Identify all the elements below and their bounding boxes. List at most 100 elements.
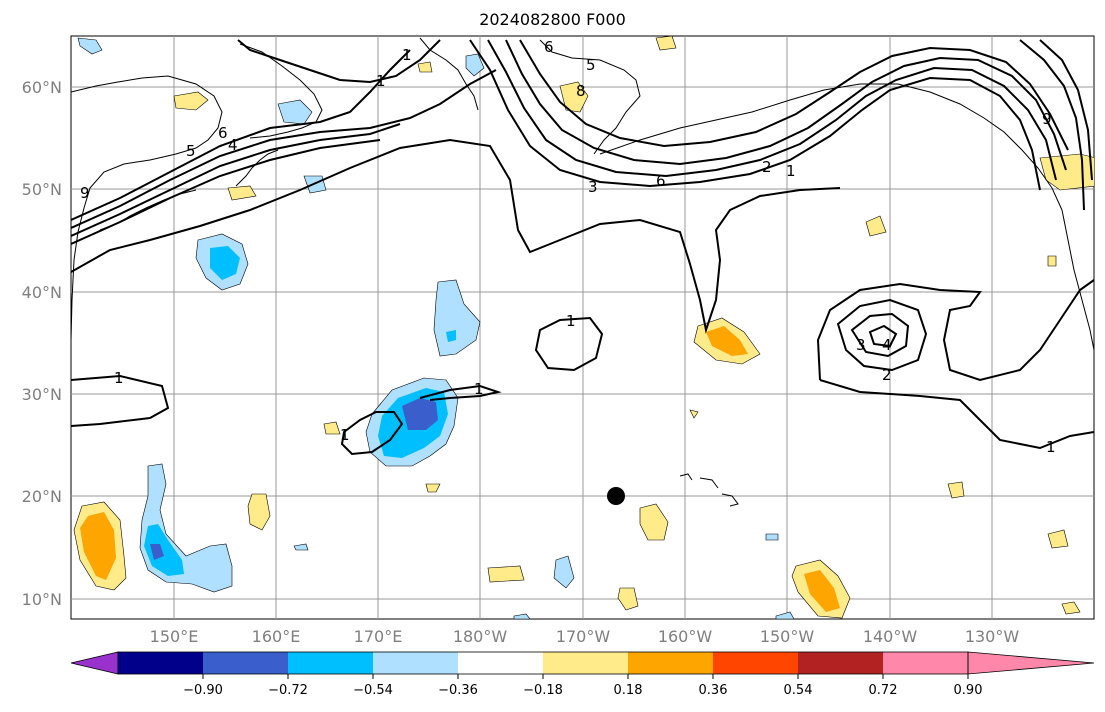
lat-label: 30°N: [22, 385, 62, 404]
shade-blue-12: [775, 611, 795, 619]
contour-ridge-1: [469, 39, 1041, 191]
shade-blue-3: [277, 99, 313, 125]
lon-label: 180°W: [453, 627, 508, 646]
shade-blue-8-inner: [150, 544, 164, 560]
contour-label: 9: [1042, 110, 1052, 128]
contour-1-east: [816, 279, 1094, 382]
colorbar-extend-max: [967, 651, 1095, 675]
contour-jet-1: [71, 69, 497, 229]
lat-label: 10°N: [22, 590, 62, 609]
colorbar-tick: 0.72: [869, 683, 898, 698]
colorbar-tick: 0.18: [614, 683, 643, 698]
colorbar-segment: [798, 652, 883, 674]
shade-yellow-1: [173, 91, 209, 111]
shade-yellow-7: [865, 215, 887, 237]
colorbar-segment: [458, 652, 543, 674]
lon-label: 150°E: [150, 627, 199, 646]
contour-label: 9: [80, 184, 90, 202]
contour-east-1: [1019, 39, 1085, 211]
shade-blue-7-inner: [402, 398, 438, 430]
contour-label: 4: [882, 336, 892, 354]
colorbar-segment: [118, 652, 203, 674]
contour-north-1: [237, 39, 441, 84]
contour-east-2: [1039, 39, 1093, 181]
shade-orange-14: [80, 512, 116, 580]
colorbar: −0.90 −0.72 −0.54 −0.36 −0.18 0.18 0.36 …: [70, 651, 1095, 698]
colorbar-tick: 0.90: [954, 683, 983, 698]
shade-blue-2-core: [210, 246, 240, 280]
contour-jet-4: [71, 49, 411, 221]
colorbar-segment: [543, 652, 628, 674]
colorbar-segment: [628, 652, 713, 674]
colorbar-segment: [713, 652, 798, 674]
colorbar-segment: [883, 652, 968, 674]
contour-label: 1: [376, 72, 386, 90]
contour-label: 5: [186, 142, 196, 160]
shade-blue-11: [765, 533, 779, 541]
colorbar-tick: 0.36: [699, 683, 728, 698]
shade-blue-6-core: [446, 330, 456, 342]
contour-label: 3: [588, 178, 598, 196]
shade-blue-10: [293, 543, 309, 551]
contour-label: 1: [402, 46, 412, 64]
shade-yellow-17: [1047, 529, 1069, 549]
shade-orange-9: [706, 326, 748, 356]
negative-shading: [77, 37, 795, 619]
latitude-labels: 60°N 50°N 40°N 30°N 20°N 10°N: [22, 78, 62, 609]
shade-yellow-12: [425, 483, 441, 493]
colorbar-tick: −0.90: [183, 683, 223, 698]
lon-label: 140°W: [863, 627, 918, 646]
contour-label: 2: [882, 366, 892, 384]
contour-1-sub: [340, 411, 404, 456]
shade-yellow-5: [227, 185, 257, 201]
hawaii-islands: [679, 473, 739, 507]
gridlines: [71, 36, 1094, 619]
shade-yellow-4: [655, 36, 677, 51]
shade-yellow-16: [947, 481, 965, 499]
alaska-west-coast: [539, 39, 641, 155]
contour-label: 4: [228, 136, 238, 154]
colorbar-tick: −0.72: [268, 683, 308, 698]
contours: [71, 39, 1094, 456]
colorbar-tick: 0.54: [784, 683, 813, 698]
contour-label: 3: [856, 336, 866, 354]
contour-label: 6: [656, 172, 666, 190]
lon-label: 160°W: [658, 627, 713, 646]
map-title: 2024082800 F000: [479, 10, 626, 29]
shade-yellow-18: [487, 565, 525, 583]
contour-1-center: [534, 316, 604, 372]
shade-yellow-10: [323, 421, 341, 435]
shade-yellow-8: [1047, 255, 1057, 267]
contour-label: 8: [576, 82, 586, 100]
lon-label: 130°W: [965, 627, 1020, 646]
shade-yellow-15: [639, 503, 669, 541]
contour-1-sw: [71, 374, 170, 427]
lon-label: 150°W: [760, 627, 815, 646]
shade-blue-1: [77, 37, 103, 55]
contour-label: 1: [1046, 438, 1056, 456]
shade-blue-8-core: [144, 524, 184, 576]
shade-yellow-13: [247, 493, 271, 531]
contour-jet-2: [71, 123, 401, 237]
lat-label: 60°N: [22, 78, 62, 97]
shade-blue-13: [513, 613, 531, 619]
contour-1-jetlet: [419, 384, 502, 401]
contour-1-se: [819, 379, 1094, 450]
north-america-coast: [1061, 209, 1094, 351]
contour-label: 1: [340, 426, 350, 444]
contour-label: 1: [566, 312, 576, 330]
contour-jet-3: [71, 139, 381, 245]
longitude-labels: 150°E 160°E 170°E 180°W 170°W 160°W 150°…: [150, 627, 1020, 646]
shade-yellow-19: [617, 587, 639, 611]
shade-yellow-11: [689, 409, 699, 419]
contour-3-low: [850, 312, 910, 358]
shade-yellow-2: [417, 61, 433, 73]
contour-1-west: [71, 138, 841, 334]
contour-label: 1: [474, 380, 484, 398]
contour-label: 2: [762, 158, 772, 176]
contour-label: 5: [586, 56, 596, 74]
shade-blue-6: [433, 279, 481, 357]
shade-yellow-21: [1061, 601, 1081, 615]
contour-label: 6: [544, 38, 554, 56]
